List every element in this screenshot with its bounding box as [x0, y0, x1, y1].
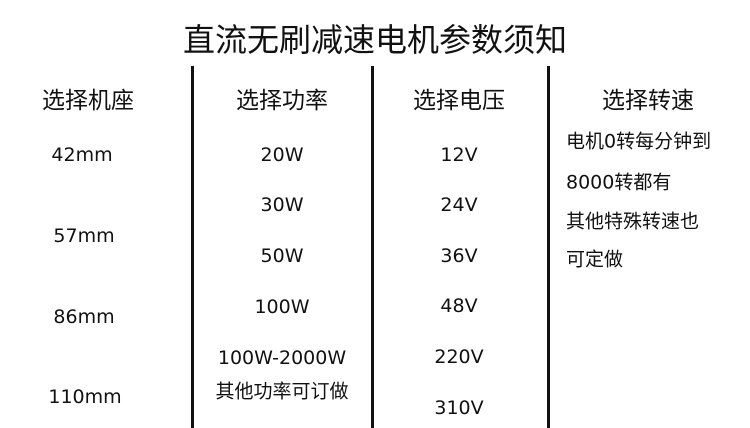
frame-value: 110mm	[48, 386, 122, 408]
power-value: 100W-2000W	[217, 347, 347, 369]
speed-text-line: 8000转都有	[566, 171, 672, 194]
header-voltage: 选择电压	[413, 88, 505, 114]
speed-text-line: 电机0转每分钟到	[566, 130, 712, 153]
power-value: 100W	[254, 296, 310, 318]
power-value: 50W	[260, 245, 304, 267]
voltage-value: 12V	[440, 144, 478, 166]
speed-text-line: 可定做	[566, 248, 624, 271]
frame-value: 57mm	[53, 225, 115, 247]
header-speed: 选择转速	[602, 88, 694, 114]
column-divider	[191, 66, 194, 428]
voltage-value: 36V	[440, 245, 478, 267]
power-value: 30W	[260, 194, 304, 216]
voltage-value: 310V	[434, 397, 484, 419]
voltage-value: 220V	[434, 346, 484, 368]
frame-value: 42mm	[51, 144, 113, 166]
header-power: 选择功率	[236, 88, 328, 114]
speed-text-line: 其他特殊转速也	[566, 210, 700, 233]
frame-value: 86mm	[53, 306, 115, 328]
column-divider	[371, 66, 374, 428]
page-title: 直流无刷减速电机参数须知	[182, 21, 568, 59]
column-divider	[547, 66, 550, 428]
power-value: 其他功率可订做	[215, 380, 349, 403]
voltage-value: 24V	[440, 194, 478, 216]
header-frame: 选择机座	[42, 88, 134, 114]
voltage-value: 48V	[440, 295, 478, 317]
power-value: 20W	[260, 144, 304, 166]
